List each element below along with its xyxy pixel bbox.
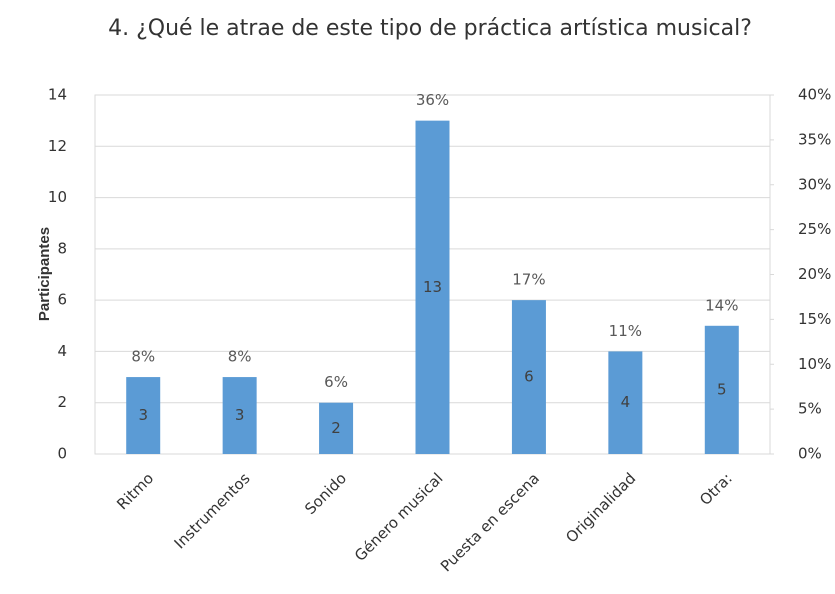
y2-tick-label: 5% bbox=[798, 400, 822, 418]
y2-tick-label: 20% bbox=[798, 265, 831, 283]
percent-label: 36% bbox=[416, 91, 449, 109]
data-label: 4 bbox=[621, 393, 631, 411]
y-tick-label: 8 bbox=[57, 239, 67, 257]
data-label: 6 bbox=[524, 368, 534, 386]
y2-tick-label: 30% bbox=[798, 175, 831, 193]
y2-tick-label: 10% bbox=[798, 355, 831, 373]
y-axis-label: Participantes bbox=[36, 227, 53, 321]
percent-label: 8% bbox=[131, 348, 155, 366]
y2-tick-label: 40% bbox=[798, 86, 831, 104]
x-tick-label: Otra: bbox=[696, 469, 736, 509]
bar bbox=[608, 351, 643, 454]
data-label: 13 bbox=[423, 278, 442, 296]
data-label: 3 bbox=[138, 406, 148, 424]
y2-tick-label: 35% bbox=[798, 130, 831, 148]
data-label: 3 bbox=[235, 406, 245, 424]
y2-tick-label: 25% bbox=[798, 220, 831, 238]
y-tick-label: 0 bbox=[57, 445, 67, 463]
bar bbox=[704, 325, 739, 454]
bar bbox=[222, 377, 257, 454]
y-tick-label: 4 bbox=[57, 342, 67, 360]
bar bbox=[126, 377, 161, 454]
x-tick-label: Género musical bbox=[351, 469, 447, 565]
y-tick-label: 12 bbox=[48, 137, 67, 155]
percent-label: 8% bbox=[228, 348, 252, 366]
bar bbox=[319, 402, 354, 454]
percent-label: 11% bbox=[609, 322, 642, 340]
bar bbox=[511, 300, 546, 454]
x-tick-label: Originalidad bbox=[562, 469, 639, 546]
bar bbox=[415, 120, 450, 455]
y-tick-label: 14 bbox=[48, 86, 67, 104]
data-label: 2 bbox=[331, 419, 341, 437]
y2-tick-label: 0% bbox=[798, 445, 822, 463]
x-tick-label: Ritmo bbox=[113, 469, 157, 513]
y-tick-label: 10 bbox=[48, 188, 67, 206]
chart-title: 4. ¿Qué le atrae de este tipo de práctic… bbox=[108, 16, 752, 41]
percent-label: 6% bbox=[324, 373, 348, 391]
data-label: 5 bbox=[717, 380, 727, 398]
y-tick-label: 6 bbox=[57, 291, 67, 309]
x-tick-label: Puesta en escena bbox=[437, 469, 543, 575]
y2-tick-label: 15% bbox=[798, 310, 831, 328]
y-tick-label: 2 bbox=[57, 393, 67, 411]
x-tick-label: Instrumentos bbox=[171, 469, 254, 552]
percent-label: 17% bbox=[512, 271, 545, 289]
x-tick-label: Sonido bbox=[301, 469, 350, 518]
percent-label: 14% bbox=[705, 296, 738, 314]
